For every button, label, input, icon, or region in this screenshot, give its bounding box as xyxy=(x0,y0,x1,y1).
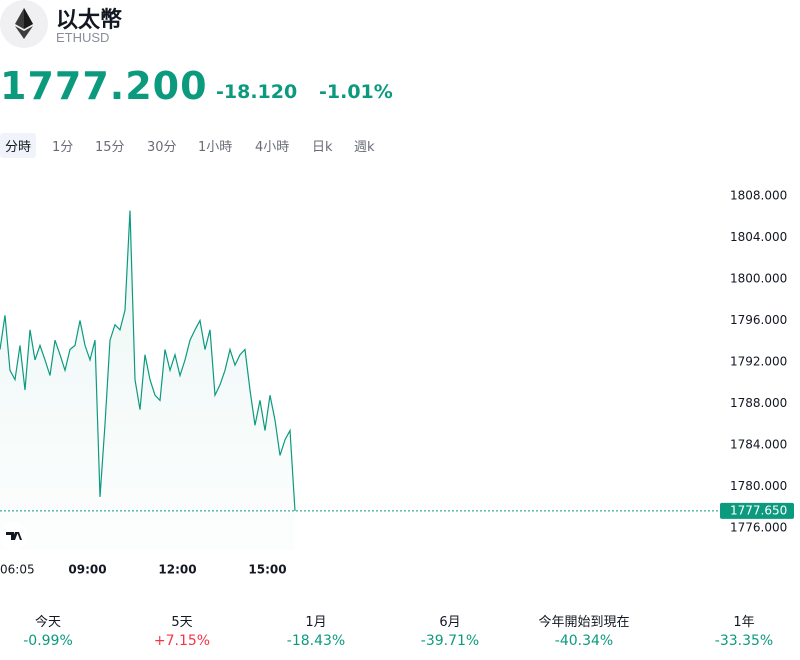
timeframe-tab[interactable]: 15分 xyxy=(95,140,125,155)
performance-item[interactable]: 今年開始到現在 -40.34% xyxy=(524,611,644,649)
period-label: 今天 xyxy=(34,615,61,630)
performance-item[interactable]: 1月 -18.43% xyxy=(256,611,376,649)
x-tick-label: 15:00 xyxy=(248,563,286,577)
y-tick-label: 1788.000 xyxy=(730,396,787,410)
y-tick-label: 1792.000 xyxy=(730,355,787,369)
period-change: +7.15% xyxy=(153,633,211,649)
y-tick-label: 1776.000 xyxy=(730,521,787,535)
x-tick-label: 06:05 xyxy=(0,563,35,577)
y-tick-label: 1808.000 xyxy=(730,189,787,203)
period-label: 6月 xyxy=(439,615,461,630)
timeframe-tab[interactable]: 分時 xyxy=(0,133,37,158)
x-tick-label: 09:00 xyxy=(68,563,106,577)
performance-item[interactable]: 5天 +7.15% xyxy=(122,611,242,649)
last-price-label: 1777.650 xyxy=(730,503,787,517)
period-change: -0.99% xyxy=(23,633,73,649)
chart: 1776.000 1780.000 1784.000 1788.000 1792.000… xyxy=(0,189,794,577)
eth-icon xyxy=(0,0,48,48)
timeframe-tab[interactable]: 日k xyxy=(312,140,333,155)
price-line xyxy=(0,210,296,511)
performance-item[interactable]: 6月 -39.71% xyxy=(390,611,510,649)
period-change: -39.71% xyxy=(420,633,480,649)
period-label: 5天 xyxy=(171,615,193,630)
symbol: ETHUSD xyxy=(56,30,110,45)
period-label: 今年開始到現在 xyxy=(538,615,630,630)
timeframe-tab[interactable]: 1小時 xyxy=(198,140,233,155)
asset-name: 以太幣 xyxy=(56,8,123,33)
timeframe-tab[interactable]: 週k xyxy=(354,140,375,155)
area xyxy=(0,210,295,550)
y-tick-label: 1784.000 xyxy=(730,438,787,452)
timeframe-tab[interactable]: 30分 xyxy=(147,140,177,155)
y-tick-label: 1796.000 xyxy=(730,313,787,327)
period-change: -18.43% xyxy=(286,633,346,649)
y-tick-label: 1804.000 xyxy=(730,230,787,244)
y-tick-label: 1780.000 xyxy=(730,479,787,493)
timeframe-tab[interactable]: 1分 xyxy=(52,140,74,155)
price: 1777.200 xyxy=(0,64,208,108)
y-tick-label: 1800.000 xyxy=(730,272,787,286)
period-change: -40.34% xyxy=(554,633,614,649)
change-percent: -1.01% xyxy=(319,81,393,103)
x-tick-label: 12:00 xyxy=(158,563,196,577)
period-change: -33.35% xyxy=(714,633,774,649)
performance-item[interactable]: 今天 -0.99% xyxy=(0,611,108,649)
timeframe-tab[interactable]: 4小時 xyxy=(255,140,290,155)
period-label: 1年 xyxy=(733,615,755,630)
last-price-badge xyxy=(720,502,794,519)
change: -18.120 xyxy=(216,81,298,103)
period-label: 1月 xyxy=(305,615,327,630)
tv-logo xyxy=(0,522,28,550)
performance-item[interactable]: 1年 -33.35% xyxy=(684,611,800,649)
